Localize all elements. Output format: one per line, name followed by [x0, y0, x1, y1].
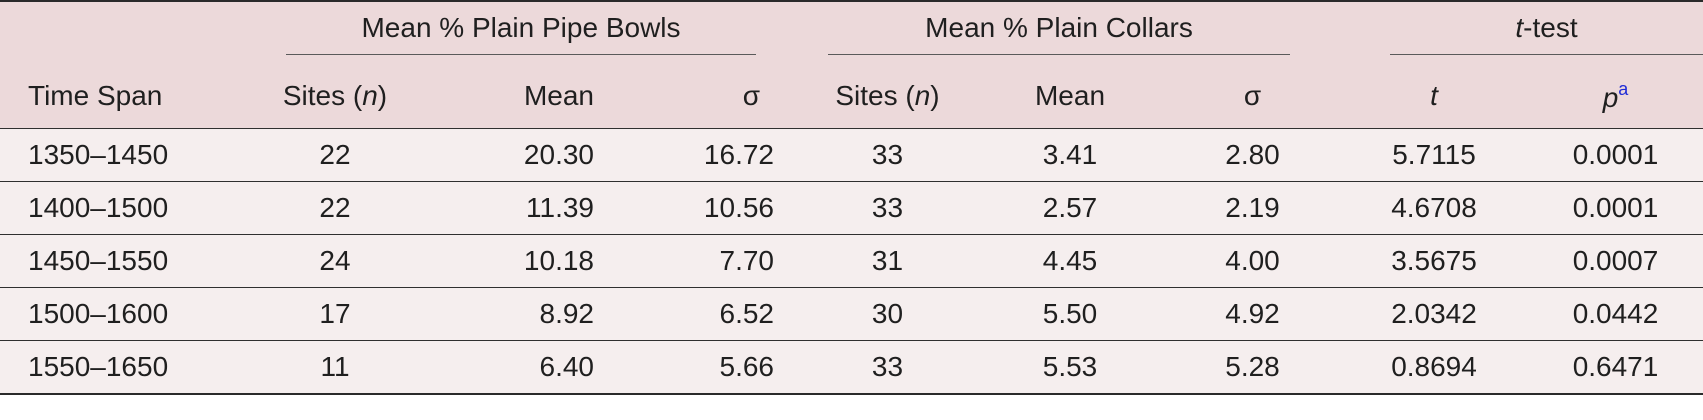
cell-collars-sites: 33 — [800, 181, 975, 235]
cell-collars-sigma: 4.00 — [1165, 234, 1341, 288]
cell-bowls-sites: 11 — [250, 340, 420, 395]
table-row: 1500–1600 17 8.92 6.52 30 5.50 4.92 2.03… — [0, 287, 1703, 341]
cell-t: 3.5675 — [1340, 234, 1529, 288]
cell-bowls-mean: 10.18 — [420, 234, 620, 288]
cell-time-span: 1450–1550 — [0, 234, 250, 288]
cell-bowls-sites: 22 — [250, 181, 420, 235]
col-header-bowls-sites: Sites (n) — [250, 64, 420, 129]
group-header-collars: Mean % Plain Collars — [800, 0, 1341, 64]
cell-bowls-mean: 6.40 — [420, 340, 620, 395]
col-header-bowls-sigma: σ — [620, 64, 800, 129]
cell-collars-sites: 30 — [800, 287, 975, 341]
cell-collars-sites: 33 — [800, 340, 975, 395]
cell-collars-mean: 5.53 — [975, 340, 1165, 395]
col-header-collars-sites: Sites (n) — [800, 64, 975, 129]
cell-collars-mean: 2.57 — [975, 181, 1165, 235]
cell-p: 0.0001 — [1528, 181, 1703, 235]
cell-time-span: 1550–1650 — [0, 340, 250, 395]
table-row: 1350–1450 22 20.30 16.72 33 3.41 2.80 5.… — [0, 128, 1703, 182]
cell-p: 0.6471 — [1528, 340, 1703, 395]
sites-n: n — [362, 80, 378, 111]
cell-time-span: 1500–1600 — [0, 287, 250, 341]
group-header-ttest-label: t-test — [1390, 12, 1703, 55]
col-header-collars-sigma: σ — [1165, 64, 1341, 129]
cell-collars-sigma: 4.92 — [1165, 287, 1341, 341]
cell-bowls-sigma: 10.56 — [620, 181, 800, 235]
cell-collars-mean: 3.41 — [975, 128, 1165, 182]
cell-bowls-sigma: 6.52 — [620, 287, 800, 341]
table-body: 1350–1450 22 20.30 16.72 33 3.41 2.80 5.… — [0, 128, 1703, 395]
table-header: Mean % Plain Pipe Bowls Mean % Plain Col… — [0, 0, 1703, 129]
sites-prefix: Sites ( — [835, 80, 915, 111]
cell-bowls-mean: 11.39 — [420, 181, 620, 235]
table-row: 1550–1650 11 6.40 5.66 33 5.53 5.28 0.86… — [0, 340, 1703, 395]
cell-t: 2.0342 — [1340, 287, 1529, 341]
header-group-row: Mean % Plain Pipe Bowls Mean % Plain Col… — [0, 0, 1703, 64]
group-header-bowls-label: Mean % Plain Pipe Bowls — [286, 12, 756, 55]
cell-collars-sites: 33 — [800, 128, 975, 182]
cell-t: 5.7115 — [1340, 128, 1529, 182]
cell-t: 0.8694 — [1340, 340, 1529, 395]
cell-collars-sigma: 2.80 — [1165, 128, 1341, 182]
p-footnote-marker[interactable]: a — [1618, 78, 1629, 99]
group-header-ttest: t-test — [1340, 0, 1703, 64]
cell-p: 0.0442 — [1528, 287, 1703, 341]
cell-bowls-sites: 17 — [250, 287, 420, 341]
cell-collars-mean: 4.45 — [975, 234, 1165, 288]
cell-time-span: 1350–1450 — [0, 128, 250, 182]
group-header-bowls: Mean % Plain Pipe Bowls — [250, 0, 800, 64]
cell-bowls-sigma: 7.70 — [620, 234, 800, 288]
cell-t: 4.6708 — [1340, 181, 1529, 235]
cell-bowls-mean: 20.30 — [420, 128, 620, 182]
p-letter: p — [1602, 81, 1619, 113]
col-header-p: pa — [1528, 64, 1703, 129]
cell-collars-mean: 5.50 — [975, 287, 1165, 341]
header-column-row: Time Span Sites (n) Mean σ Sites (n) Mea… — [0, 64, 1703, 129]
col-header-t: t — [1340, 64, 1529, 129]
cell-collars-sigma: 2.19 — [1165, 181, 1341, 235]
cell-bowls-sites: 22 — [250, 128, 420, 182]
cell-bowls-sigma: 5.66 — [620, 340, 800, 395]
table-row: 1450–1550 24 10.18 7.70 31 4.45 4.00 3.5… — [0, 234, 1703, 288]
col-header-bowls-mean: Mean — [420, 64, 620, 129]
sites-suffix: ) — [377, 80, 388, 111]
table-row: 1400–1500 22 11.39 10.56 33 2.57 2.19 4.… — [0, 181, 1703, 235]
cell-collars-sigma: 5.28 — [1165, 340, 1341, 395]
col-header-time-span: Time Span — [0, 64, 250, 129]
col-header-collars-mean: Mean — [975, 64, 1165, 129]
sites-prefix: Sites ( — [282, 80, 363, 111]
cell-bowls-sites: 24 — [250, 234, 420, 288]
sites-n: n — [914, 80, 931, 111]
cell-p: 0.0001 — [1528, 128, 1703, 182]
ttest-suffix: -test — [1523, 11, 1578, 43]
cell-bowls-sigma: 16.72 — [620, 128, 800, 182]
ttest-t-letter: t — [1515, 11, 1524, 43]
pipe-statistics-table: Mean % Plain Pipe Bowls Mean % Plain Col… — [0, 0, 1703, 395]
cell-p: 0.0007 — [1528, 234, 1703, 288]
cell-bowls-mean: 8.92 — [420, 287, 620, 341]
cell-time-span: 1400–1500 — [0, 181, 250, 235]
data-table-container: Mean % Plain Pipe Bowls Mean % Plain Col… — [0, 0, 1703, 395]
cell-collars-sites: 31 — [800, 234, 975, 288]
time-span-header-spacer — [0, 0, 250, 64]
group-header-collars-label: Mean % Plain Collars — [828, 12, 1291, 55]
sites-suffix: ) — [930, 80, 940, 111]
